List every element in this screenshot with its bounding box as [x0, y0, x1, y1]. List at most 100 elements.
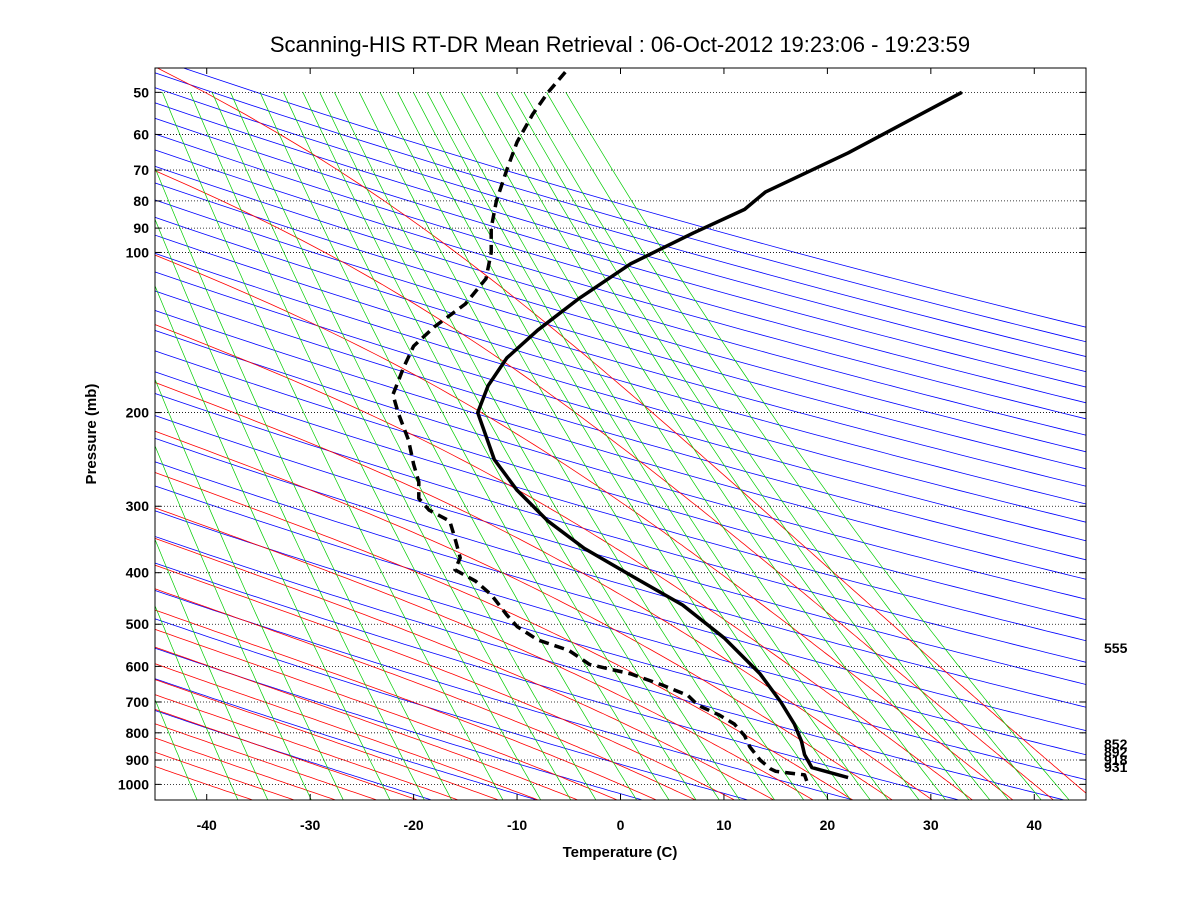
- mixing-ratio-line: [155, 538, 269, 800]
- x-tick-label: 10: [716, 817, 732, 833]
- moist-adiabat-line: [155, 564, 735, 800]
- x-axis-label: Temperature (C): [563, 844, 678, 861]
- mixing-ratio-line: [439, 92, 889, 800]
- dry-adiabat-line: [155, 234, 1086, 505]
- x-tick-label: 30: [923, 817, 939, 833]
- x-tick-label: -30: [300, 817, 320, 833]
- dry-adiabat-line: [155, 329, 1086, 600]
- y-tick-label: 800: [126, 725, 150, 741]
- mixing-ratio-line: [189, 92, 542, 800]
- moist-adiabat-line: [155, 708, 418, 800]
- dry-adiabat-line: [155, 149, 1086, 420]
- mixing-ratio-line: [155, 166, 453, 800]
- pressure-grid: [155, 91, 1086, 785]
- moist-adiabat-line: [155, 694, 459, 800]
- moist-adiabat-line: [155, 324, 973, 800]
- moist-adiabat-line: [155, 737, 336, 800]
- dry-adiabat-line: [155, 290, 1086, 561]
- x-tick-label: -40: [197, 817, 217, 833]
- right-level-label: 892: [1104, 744, 1128, 760]
- dry-adiabat-line: [155, 647, 643, 800]
- mixing-ratio-line: [461, 92, 920, 800]
- moist-adiabat-line: [155, 679, 499, 800]
- moist-adiabat-line: [155, 254, 1014, 800]
- y-tick-label: 70: [133, 162, 149, 178]
- moist-adiabat-line: [155, 766, 253, 800]
- dry-adiabat-line: [155, 252, 1086, 523]
- dry-adiabat-line: [155, 415, 1086, 685]
- mixing-ratio-line: [302, 92, 697, 800]
- dry-adiabat-line: [155, 589, 854, 800]
- mixing-ratio-line: [155, 604, 239, 800]
- mixing-ratio-line: [155, 218, 425, 800]
- mixing-ratio-line: [155, 698, 198, 800]
- moist-adiabat-line: [155, 723, 377, 800]
- mixing-ratio-line: [510, 92, 991, 800]
- dry-adiabat-line: [155, 485, 1086, 756]
- mixing-ratio-line: [162, 92, 504, 800]
- y-tick-label: 60: [133, 126, 149, 142]
- mixing-ratio-line: [565, 92, 1070, 800]
- mixing-ratio-line: [412, 92, 851, 800]
- x-tick-label: -20: [403, 817, 423, 833]
- x-tick-label: 0: [617, 817, 625, 833]
- right-level-label: 918: [1104, 752, 1128, 768]
- y-tick-label: 80: [133, 193, 149, 209]
- dry-adiabat-line: [155, 618, 749, 800]
- y-tick-label: 900: [126, 752, 150, 768]
- dry-adiabat-line: [155, 371, 1086, 642]
- y-tick-label: 100: [126, 244, 150, 260]
- moist-adiabat-line: [155, 588, 696, 800]
- y-tick-label: 600: [126, 658, 150, 674]
- y-tick-label: 500: [126, 616, 150, 632]
- y-axis-label: Pressure (mb): [83, 384, 100, 485]
- moist-adiabat-line: [155, 507, 814, 800]
- right-level-label: 852: [1104, 736, 1128, 752]
- mixing-ratio-line: [496, 92, 970, 800]
- dry-adiabat-line: [155, 510, 1086, 781]
- y-tick-label: 400: [126, 565, 150, 581]
- temperature-profile-line: [475, 90, 963, 780]
- y-tick-label: 50: [133, 84, 149, 100]
- moist-adiabat-line: [155, 663, 539, 800]
- y-axis-ticks: 50 60 70 80 90 100 200 300 400 500 600 700 800 900 100…: [118, 84, 1086, 792]
- y-tick-label: 200: [126, 405, 150, 421]
- y-tick-label: 700: [126, 694, 150, 710]
- y-tick-label: 90: [133, 220, 149, 236]
- dewpoint-profile-line: [391, 68, 809, 782]
- mixing-ratio-line: [155, 444, 312, 800]
- moist-adiabat-line: [155, 472, 853, 800]
- x-tick-label: -10: [507, 817, 527, 833]
- mixing-ratio-line: [211, 92, 572, 800]
- background-lines: [155, 68, 1086, 800]
- mixing-ratio-line: [479, 92, 946, 800]
- dry-adiabat-line: [155, 710, 432, 800]
- dry-adiabat-line: [155, 350, 1086, 621]
- y-tick-label: 300: [126, 498, 150, 514]
- dry-adiabat-line: [155, 310, 1086, 580]
- mixing-ratio-line: [426, 92, 871, 800]
- mixing-ratio-line: [259, 92, 637, 800]
- dry-adiabat-line: [155, 182, 1086, 453]
- dry-adiabat-line: [155, 271, 1086, 542]
- mixing-ratio-line: [155, 284, 391, 800]
- moist-adiabat-line: [155, 170, 1054, 800]
- x-tick-label: 40: [1026, 817, 1042, 833]
- mixing-ratio-line: [523, 92, 1009, 800]
- dry-adiabat-line: [155, 117, 1086, 388]
- mixing-ratio-line: [283, 92, 670, 800]
- dry-adiabat-line: [155, 393, 1086, 663]
- x-axis-ticks: -40 -30 -20 -10 0 10 20 30 40: [197, 68, 1042, 833]
- dry-adiabat-line: [155, 165, 1086, 436]
- chart-title: Scanning-HIS RT-DR Mean Retrieval : 06-O…: [270, 32, 970, 57]
- mixing-ratio-line: [334, 92, 741, 800]
- dry-adiabat-line: [155, 199, 1086, 470]
- moist-adiabat-line: [155, 430, 893, 800]
- profile-series: [391, 68, 963, 782]
- dry-adiabat-line: [155, 437, 1086, 708]
- mixing-ratio-line: [379, 92, 804, 800]
- moist-adiabat-line: [155, 609, 657, 800]
- right-level-label: 555: [1104, 640, 1128, 656]
